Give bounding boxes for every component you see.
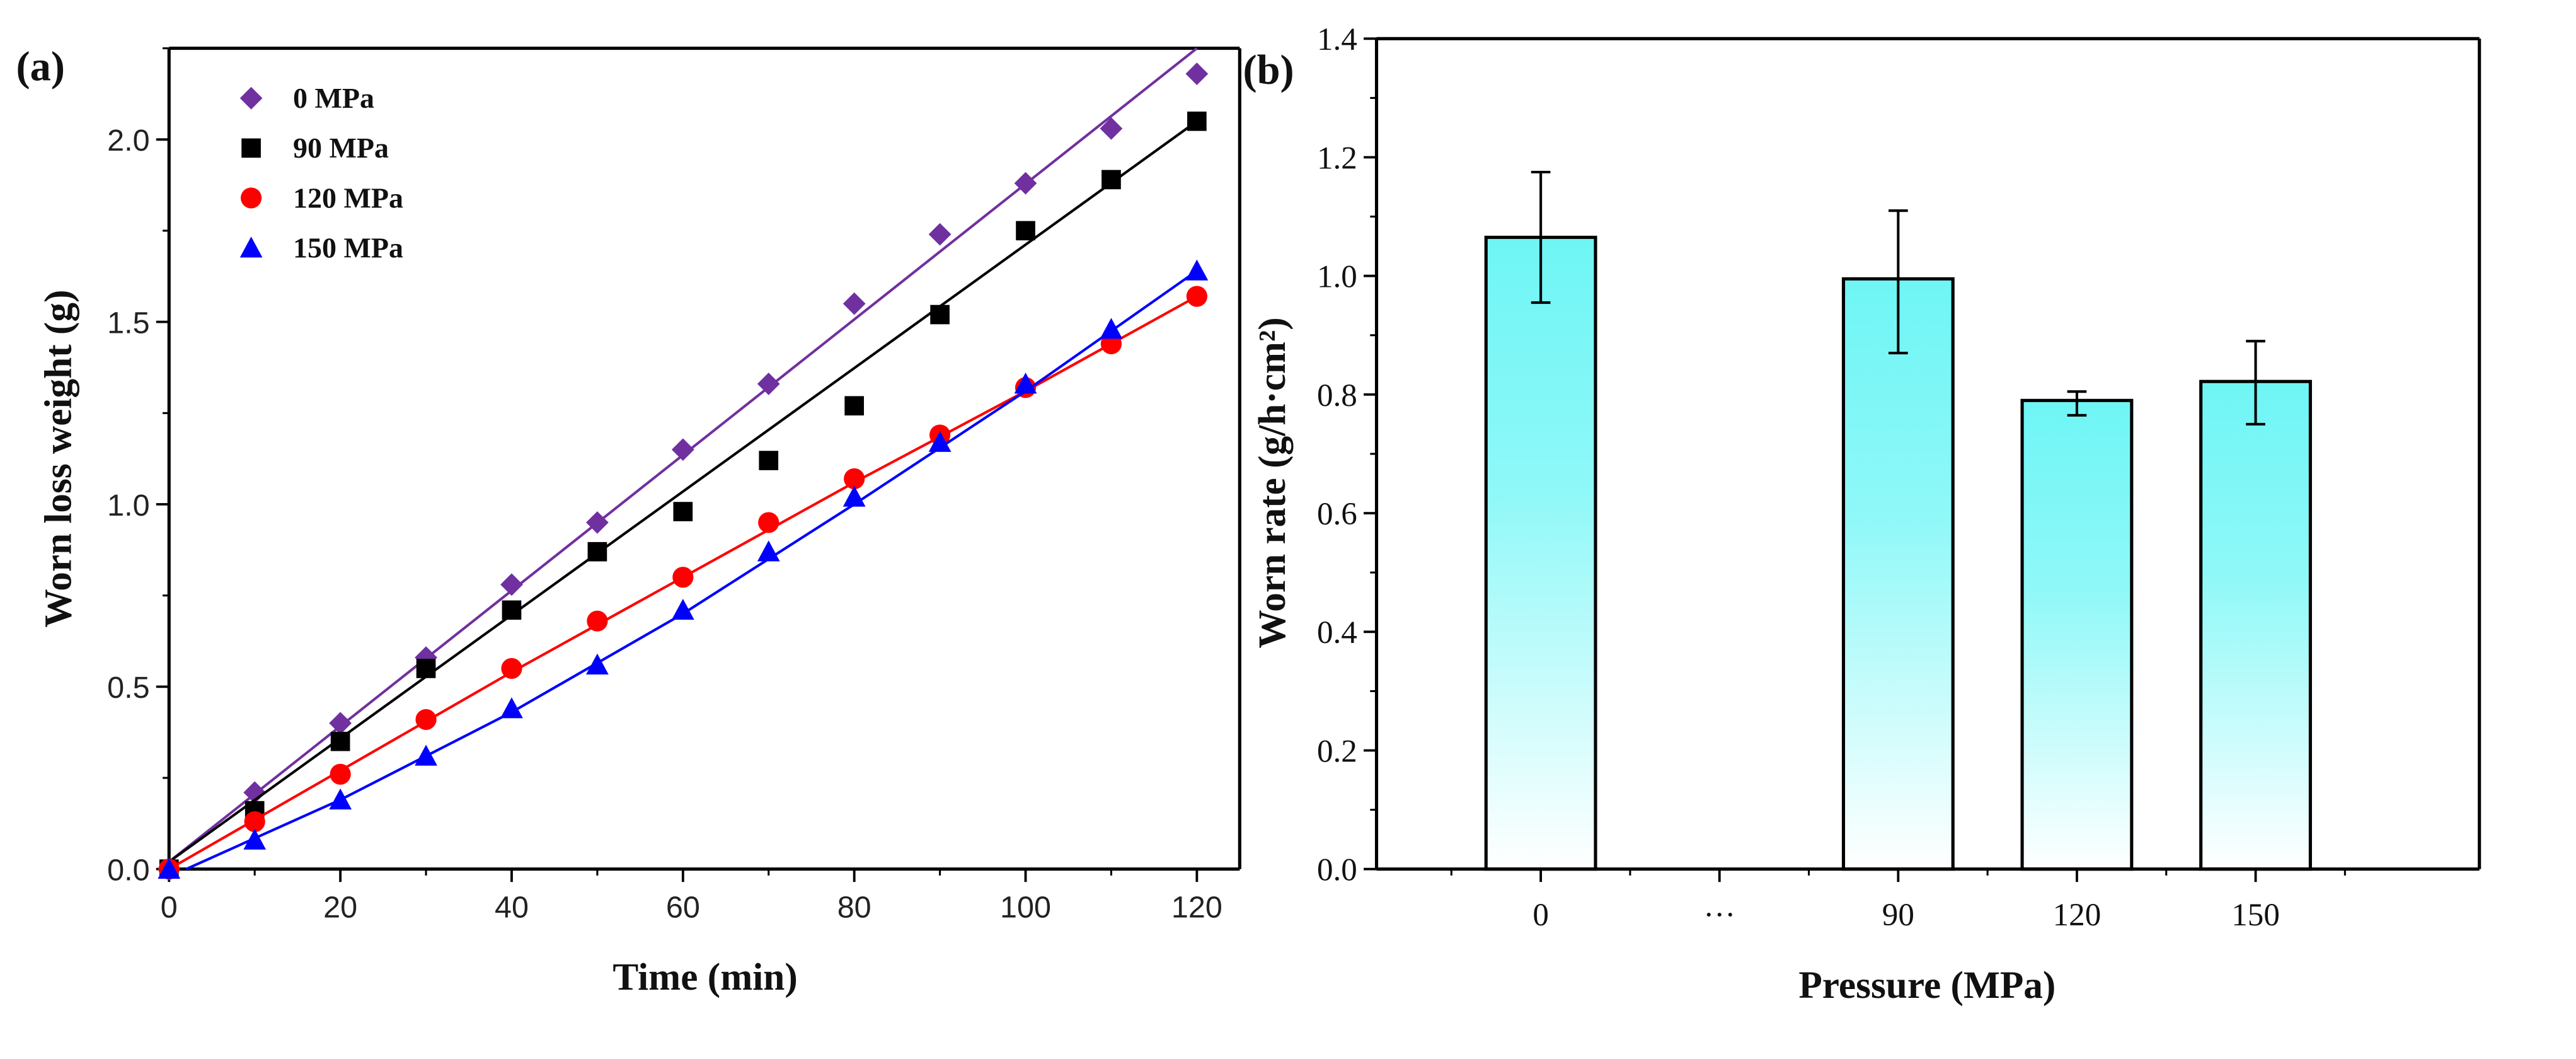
data-point (758, 512, 779, 533)
data-point (586, 511, 609, 534)
data-point (842, 292, 866, 315)
data-point (930, 304, 950, 325)
data-point (759, 451, 779, 470)
panel-a-ylabel: Worn loss weight (g) (37, 290, 79, 628)
x-tick-label: 90 (1882, 897, 1914, 933)
x-tick-label: 150 (2231, 897, 2280, 933)
data-point (244, 811, 265, 833)
legend-label: 90 MPa (293, 132, 389, 164)
panel-b-ylabel: Worn rate (g/h·cm²) (1251, 317, 1294, 648)
x-tick-label: 40 (495, 890, 529, 924)
data-point (673, 502, 693, 521)
data-point (586, 653, 609, 674)
y-tick-label: 0.5 (107, 671, 149, 705)
data-point (587, 541, 607, 562)
panel-b-xlabel: Pressure (MPa) (1798, 964, 2056, 1007)
bar (1484, 235, 1597, 871)
panel-a-xlabel: Time (min) (612, 956, 797, 998)
data-point (415, 744, 437, 766)
y-tick-label: 1.4 (1317, 21, 1357, 57)
data-point (415, 709, 437, 731)
data-point (842, 485, 866, 507)
data-point (1186, 286, 1207, 307)
data-point (587, 610, 608, 632)
panel-b: (b) Pressure (MPa) Worn rate (g/h·cm²) 0… (1243, 21, 2481, 1007)
data-point (1016, 221, 1035, 241)
data-point (928, 431, 952, 452)
x-tick-label: 0 (1532, 897, 1549, 933)
bar (2199, 379, 2312, 871)
data-point (1187, 112, 1207, 131)
y-tick-label: 1.0 (107, 489, 149, 523)
x-tick-label: 20 (323, 890, 357, 924)
data-point (757, 373, 780, 395)
data-point (501, 657, 522, 680)
legend-marker (241, 138, 261, 158)
legend-label: 0 MPa (293, 82, 374, 114)
data-point (844, 396, 865, 416)
panel-b-label: (b) (1243, 47, 1294, 93)
data-point (243, 828, 267, 850)
data-point (671, 438, 694, 461)
data-point (1185, 259, 1209, 281)
y-tick-label: 0.0 (107, 854, 149, 888)
legend-label: 120 MPa (293, 182, 403, 214)
data-point (500, 573, 523, 596)
data-point (330, 763, 351, 785)
data-point (672, 567, 694, 588)
bar (2020, 398, 2134, 871)
x-tick-label: 120 (2053, 897, 2102, 933)
data-point (671, 598, 694, 620)
data-point (1100, 318, 1123, 339)
data-point (928, 223, 952, 246)
data-point (158, 857, 181, 879)
x-tick-label: ··· (1703, 897, 1735, 933)
series-90-mpa (159, 112, 1207, 879)
data-point (330, 731, 350, 751)
y-tick-label: 0.2 (1317, 733, 1357, 769)
panel-a-label: (a) (16, 44, 65, 90)
x-tick-label: 100 (1000, 890, 1051, 924)
series-150-mpa (158, 259, 1209, 879)
data-point (1101, 170, 1121, 190)
y-tick-label: 2.0 (107, 124, 149, 158)
panel-a: (a) Time (min) Worn loss weight (g) 0 20 4… (16, 44, 1241, 998)
y-tick-label: 0.8 (1317, 378, 1357, 414)
data-point (500, 697, 523, 719)
data-point (1014, 373, 1037, 394)
data-point (502, 600, 522, 620)
data-point (1100, 117, 1123, 140)
legend-marker (239, 86, 263, 110)
x-tick-label: 80 (837, 890, 871, 924)
x-tick-label: 60 (666, 890, 700, 924)
y-tick-label: 1.2 (1317, 140, 1357, 176)
y-tick-label: 0.4 (1317, 615, 1357, 651)
legend-marker (239, 236, 263, 258)
x-tick-label: 120 (1171, 890, 1222, 924)
legend-label: 150 MPa (293, 232, 403, 264)
data-point (1185, 62, 1209, 85)
data-point (1014, 171, 1037, 195)
y-tick-label: 0.6 (1317, 496, 1357, 532)
x-tick-label: 0 (161, 890, 178, 924)
data-point (416, 659, 436, 678)
legend-marker (240, 187, 262, 209)
bar (1841, 277, 1955, 871)
data-point (844, 468, 865, 490)
data-point (757, 540, 780, 562)
y-tick-label: 1.0 (1317, 259, 1357, 295)
y-tick-label: 0.0 (1317, 852, 1357, 888)
data-point (329, 788, 352, 810)
y-tick-label: 1.5 (107, 306, 149, 340)
